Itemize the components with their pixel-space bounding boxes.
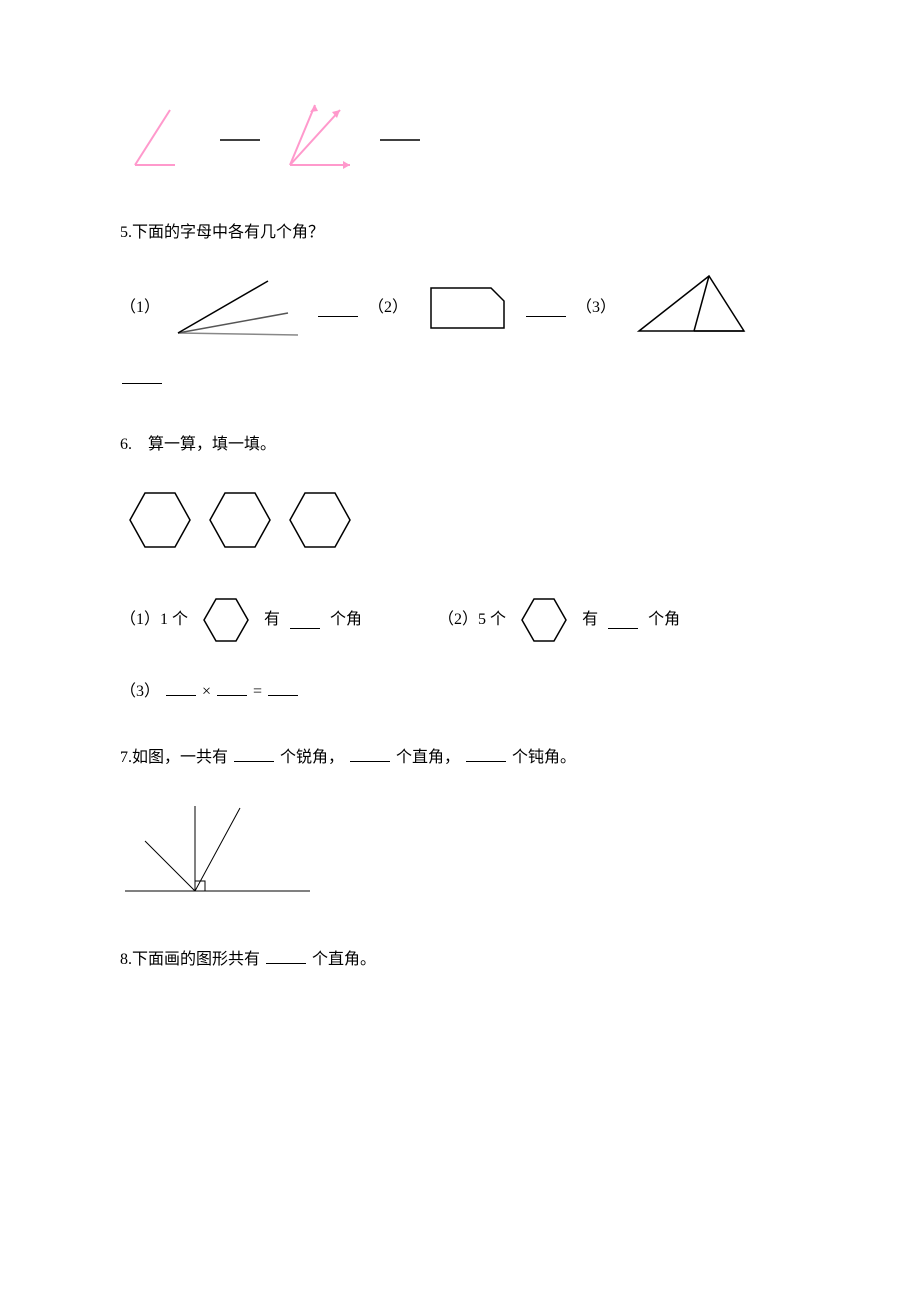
- q5-figures: （1） （2） （3）: [120, 271, 800, 346]
- q5-blank-3-row: [120, 366, 800, 393]
- q7-prefix: 7.如图，一共有: [120, 749, 228, 766]
- q6-sub3-row: （3） × =: [120, 678, 800, 705]
- q6-times: ×: [202, 683, 211, 700]
- dash-1: [215, 130, 265, 150]
- q5-figure-2: [416, 273, 516, 343]
- q7-blank-3: [466, 744, 506, 762]
- q6-hexagons: [120, 483, 800, 558]
- q6-sub1-suffix: 个角: [330, 607, 362, 633]
- q5-figure-3: [624, 271, 754, 346]
- q5-item-1-label: （1）: [120, 295, 160, 321]
- q5-blank-3: [122, 366, 162, 384]
- q5-blank-1: [318, 299, 358, 317]
- q8-text: 8.下面画的图形共有 个直角。: [120, 946, 800, 973]
- hexagon-2: [200, 483, 280, 558]
- q6-sub3-prefix: （3）: [120, 683, 160, 700]
- question-8: 8.下面画的图形共有 个直角。: [120, 946, 800, 973]
- question-7: 7.如图，一共有 个锐角， 个直角， 个钝角。: [120, 744, 800, 906]
- q6-blank-3a: [166, 678, 196, 696]
- q6-blank-2: [608, 611, 638, 629]
- pink-angle-1: [120, 100, 200, 180]
- q5-title: 5.下面的字母中各有几个角？: [120, 220, 800, 246]
- q7-text: 7.如图，一共有 个锐角， 个直角， 个钝角。: [120, 744, 800, 771]
- q5-figure-1: [168, 273, 308, 343]
- q6-hexagon-small-2: [514, 593, 574, 648]
- top-figure-row: [120, 100, 800, 180]
- q6-eq: =: [253, 683, 262, 700]
- q6-sub-row: （1）1 个 有 个角 （2）5 个 有 个角: [120, 593, 800, 648]
- q6-sub1-mid: 有: [264, 607, 280, 633]
- q6-sub2-prefix: （2）5 个: [438, 607, 506, 633]
- q6-blank-1: [290, 611, 320, 629]
- question-6: 6. 算一算，填一填。 （1）1 个 有 个角 （2）5 个 有 个角 （3） …: [120, 432, 800, 704]
- q6-blank-3b: [217, 678, 247, 696]
- q6-sub1-prefix: （1）1 个: [120, 607, 188, 633]
- q6-sub2-suffix: 个角: [648, 607, 680, 633]
- dash-2: [375, 130, 425, 150]
- q7-blank-1: [234, 744, 274, 762]
- q5-item-2-label: （2）: [368, 295, 408, 321]
- q6-title: 6. 算一算，填一填。: [120, 432, 800, 458]
- hexagon-1: [120, 483, 200, 558]
- q7-blank-2: [350, 744, 390, 762]
- q8-suffix: 个直角。: [312, 951, 376, 968]
- question-5: 5.下面的字母中各有几个角？ （1） （2） （3）: [120, 220, 800, 392]
- q7-figure: [120, 796, 320, 906]
- q5-blank-2: [526, 299, 566, 317]
- q7-mid1: 个锐角，: [280, 749, 344, 766]
- q6-blank-3c: [268, 678, 298, 696]
- q8-prefix: 8.下面画的图形共有: [120, 951, 260, 968]
- hexagon-3: [280, 483, 360, 558]
- q7-suffix: 个钝角。: [512, 749, 576, 766]
- top-figure: [120, 100, 800, 180]
- q8-blank: [266, 946, 306, 964]
- pink-angle-2: [280, 100, 360, 180]
- q6-sub2-mid: 有: [582, 607, 598, 633]
- q6-hexagon-small-1: [196, 593, 256, 648]
- q7-mid2: 个直角，: [396, 749, 460, 766]
- q5-item-3-label: （3）: [576, 295, 616, 321]
